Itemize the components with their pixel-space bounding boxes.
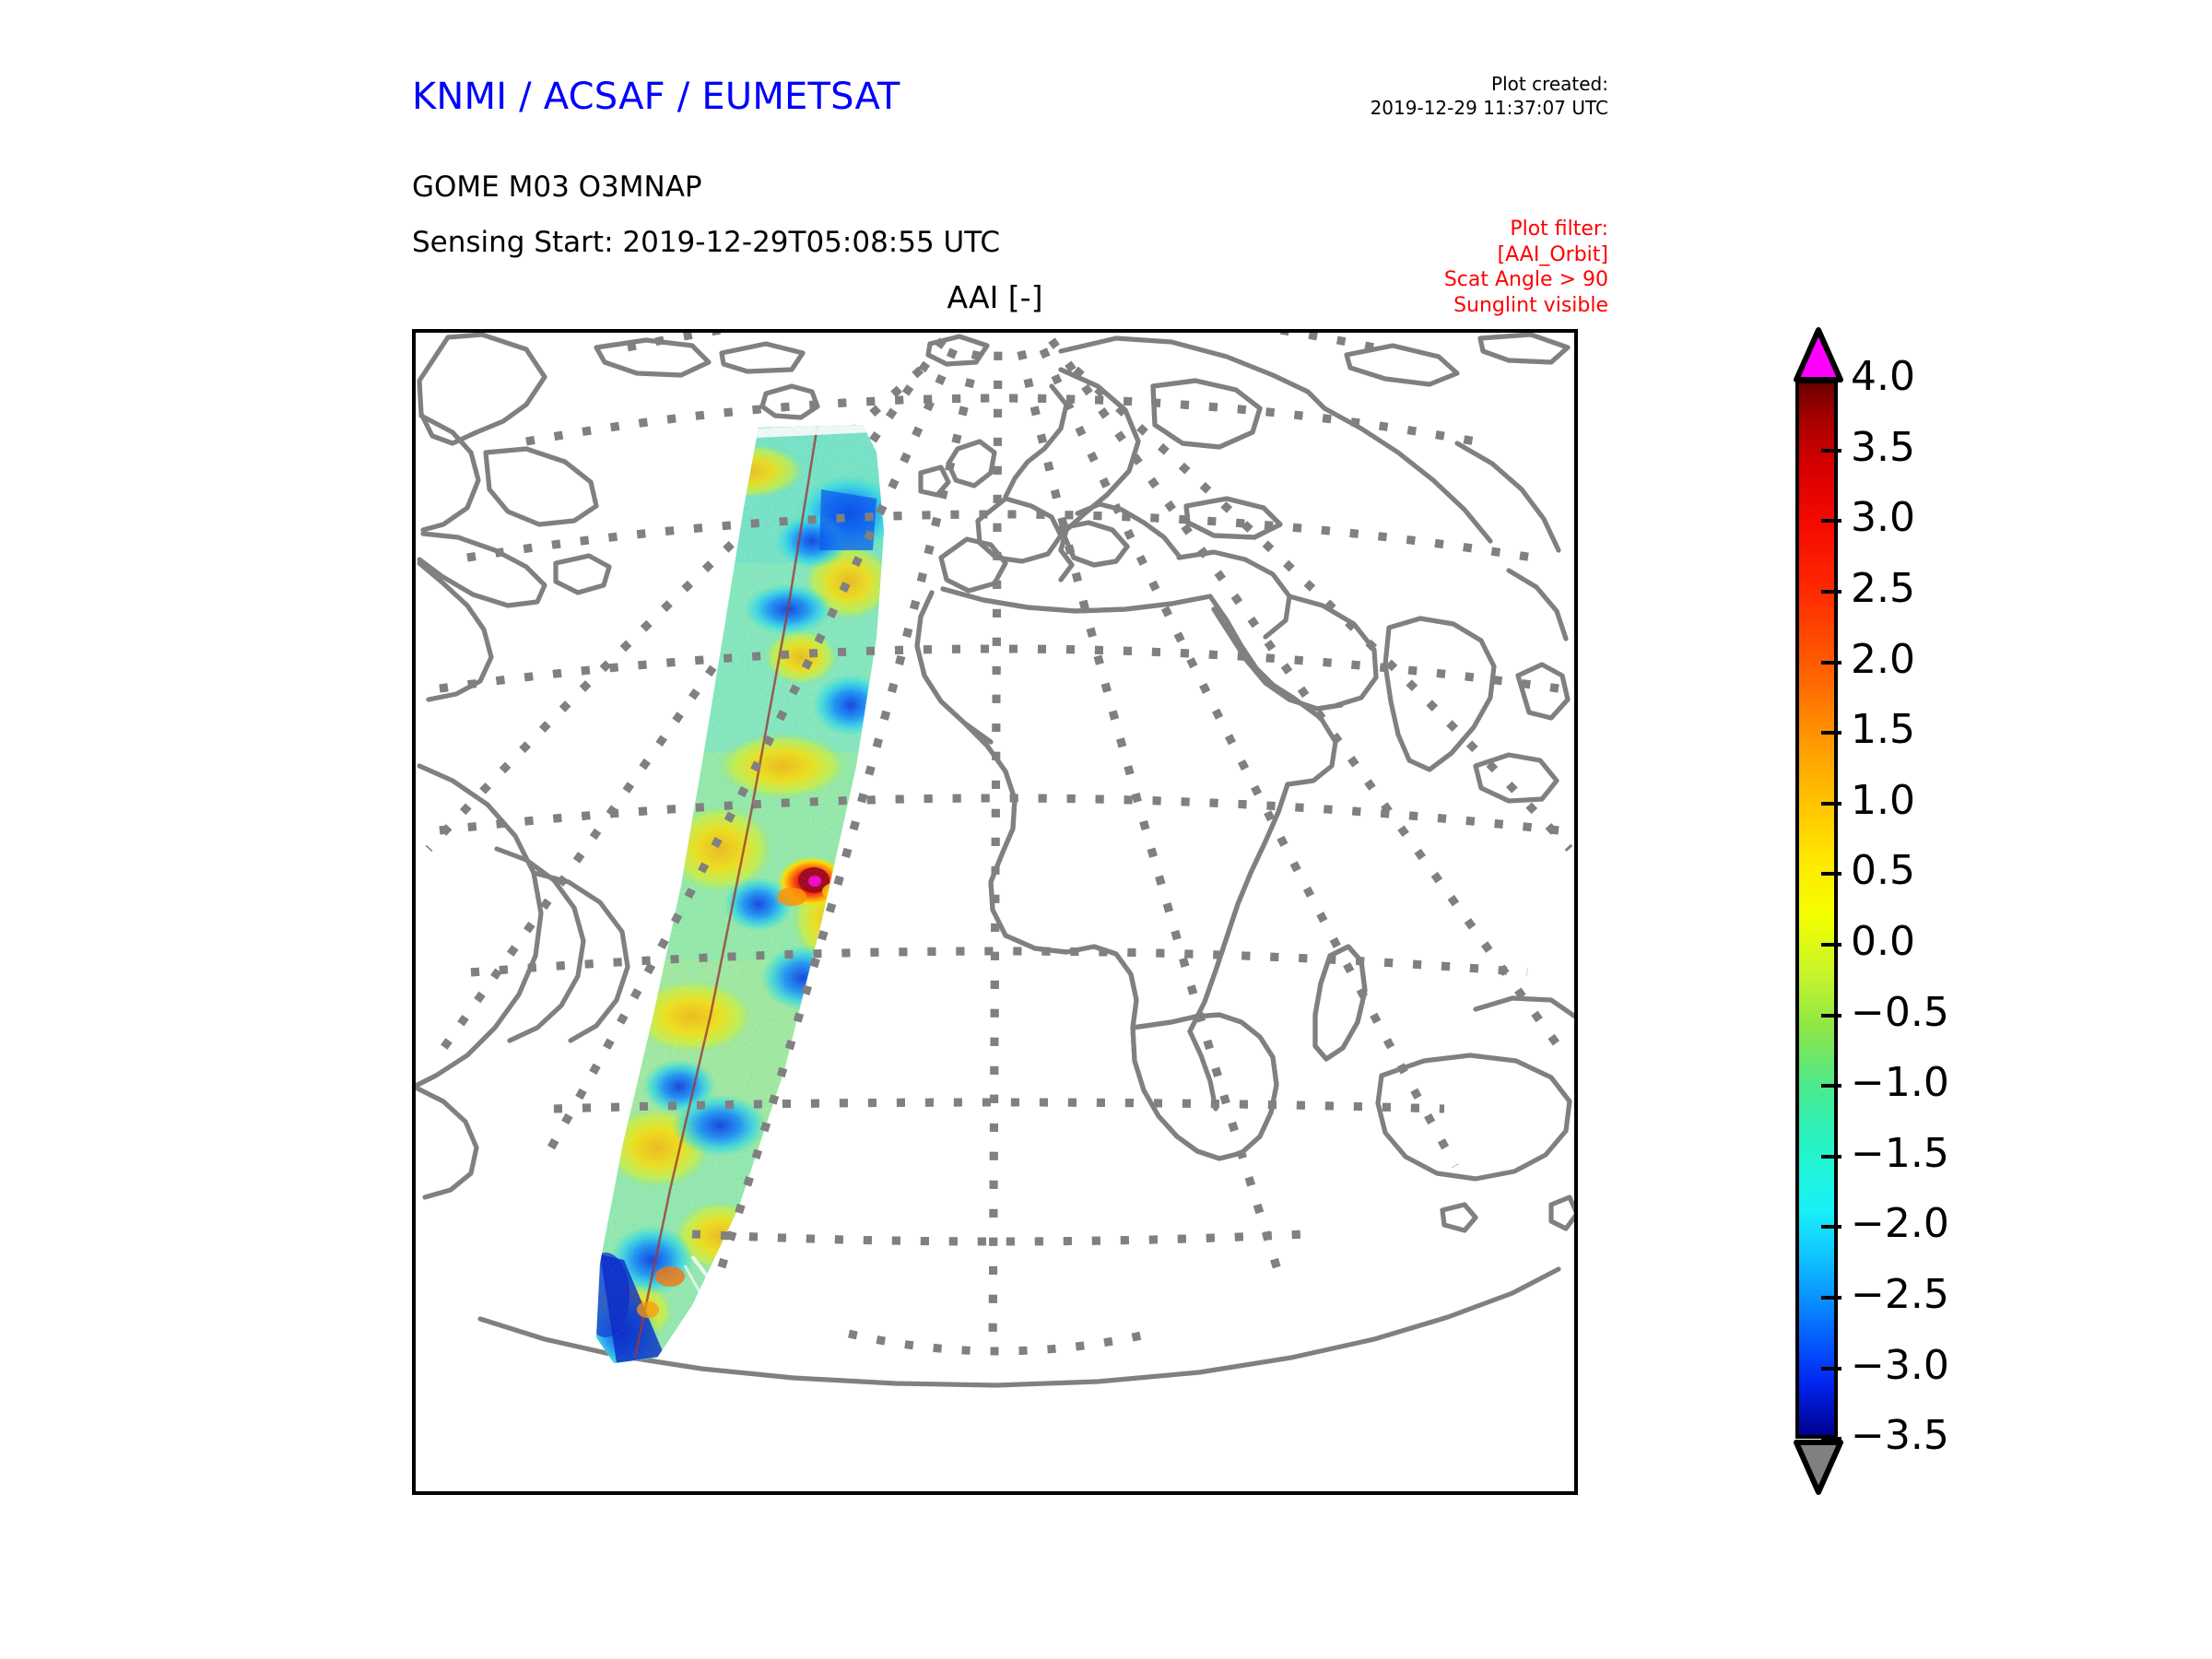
colorbar[interactable]: 4.0 3.5 3.0 2.5 2.0 1.5 1.0 0.5 0.0 −0.5… bbox=[1794, 327, 2181, 1498]
map-canvas bbox=[416, 333, 1574, 1388]
colorbar-tick-0 bbox=[1821, 378, 1841, 382]
plot-created-timestamp: 2019-12-29 11:37:07 UTC bbox=[1370, 97, 1608, 119]
colorbar-label-5: 1.5 bbox=[1851, 706, 1915, 753]
colorbar-label-7: 0.5 bbox=[1851, 847, 1915, 894]
colorbar-label-13: −2.5 bbox=[1851, 1271, 1949, 1318]
colorbar-tick-10 bbox=[1821, 1084, 1841, 1088]
plot-filter-line-3: Sunglint visible bbox=[1453, 294, 1608, 318]
colorbar-tick-7 bbox=[1821, 872, 1841, 876]
colorbar-tick-1 bbox=[1821, 449, 1841, 453]
colorbar-label-15: −3.5 bbox=[1851, 1412, 1949, 1459]
colorbar-label-8: 0.0 bbox=[1851, 918, 1915, 965]
colorbar-over-arrow-icon bbox=[1794, 327, 1843, 382]
colorbar-tick-13 bbox=[1821, 1296, 1841, 1300]
axes-title: AAI [-] bbox=[947, 279, 1043, 315]
colorbar-tick-9 bbox=[1821, 1014, 1841, 1018]
map-plot-area[interactable] bbox=[412, 329, 1578, 1495]
colorbar-label-9: −0.5 bbox=[1851, 989, 1949, 1036]
plot-filter-line-1: [AAI_Orbit] bbox=[1497, 242, 1608, 266]
plot-created-label: Plot created: bbox=[1491, 73, 1608, 95]
colorbar-tick-3 bbox=[1821, 590, 1841, 594]
plot-filter-block: Plot filter: [AAI_Orbit] Scat Angle > 90… bbox=[1444, 217, 1608, 319]
colorbar-tick-2 bbox=[1821, 519, 1841, 523]
colorbar-tick-11 bbox=[1821, 1155, 1841, 1159]
colorbar-label-6: 1.0 bbox=[1851, 777, 1915, 824]
colorbar-tick-14 bbox=[1821, 1367, 1841, 1371]
plot-filter-line-0: Plot filter: bbox=[1510, 218, 1608, 241]
colorbar-tick-8 bbox=[1821, 943, 1841, 947]
colorbar-label-12: −2.0 bbox=[1851, 1200, 1949, 1247]
colorbar-under-arrow-icon bbox=[1794, 1440, 1843, 1495]
colorbar-tick-5 bbox=[1821, 731, 1841, 735]
sensing-start-text: Sensing Start: 2019-12-29T05:08:55 UTC bbox=[412, 226, 1000, 259]
coastlines-overlay bbox=[914, 367, 1368, 1161]
organization-title: KNMI / ACSAF / EUMETSAT bbox=[412, 76, 900, 118]
product-title: GOME M03 O3MNAP bbox=[412, 171, 702, 204]
colorbar-tick-6 bbox=[1821, 802, 1841, 806]
colorbar-gradient[interactable] bbox=[1795, 380, 1838, 1439]
colorbar-tick-4 bbox=[1821, 661, 1841, 665]
colorbar-label-1: 3.5 bbox=[1851, 424, 1915, 471]
colorbar-tick-12 bbox=[1821, 1225, 1841, 1229]
colorbar-label-3: 2.5 bbox=[1851, 565, 1915, 612]
colorbar-label-11: −1.5 bbox=[1851, 1130, 1949, 1177]
colorbar-label-4: 2.0 bbox=[1851, 636, 1915, 683]
colorbar-label-0: 4.0 bbox=[1851, 353, 1915, 400]
colorbar-tick-15 bbox=[1821, 1437, 1841, 1441]
plot-created-block: Plot created: 2019-12-29 11:37:07 UTC bbox=[1371, 72, 1608, 120]
plot-filter-line-2: Scat Angle > 90 bbox=[1443, 268, 1608, 292]
graticule-overlay bbox=[439, 333, 1559, 1353]
colorbar-label-14: −3.0 bbox=[1851, 1342, 1949, 1389]
colorbar-label-2: 3.0 bbox=[1851, 494, 1915, 541]
colorbar-label-10: −1.0 bbox=[1851, 1059, 1949, 1106]
